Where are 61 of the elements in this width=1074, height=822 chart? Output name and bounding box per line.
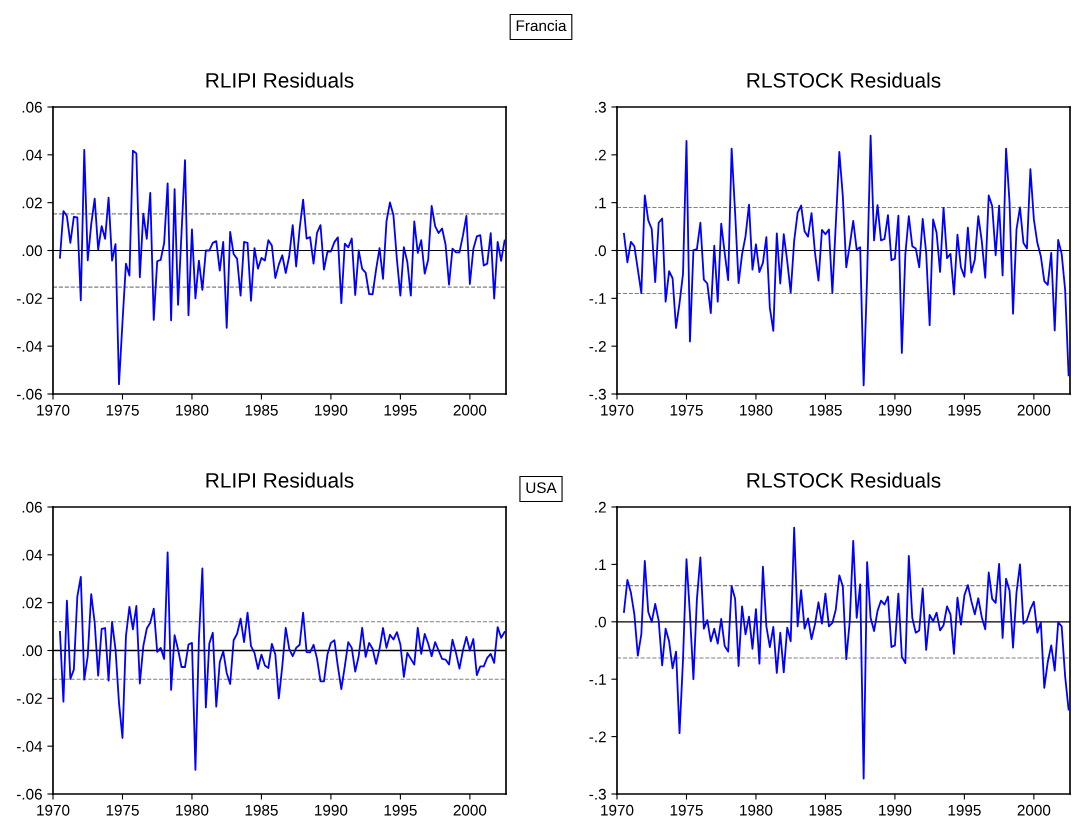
y-tick-label: .06 [22, 101, 42, 113]
x-tick-label: 1980 [176, 404, 209, 416]
y-tick-label: .1 [595, 197, 606, 209]
x-tick-label: 1990 [315, 404, 348, 416]
y-tick-label: -.06 [16, 788, 42, 800]
x-tick-label: 2000 [1017, 404, 1051, 416]
y-tick-label: -.3 [589, 788, 606, 800]
x-tick-label: 1985 [245, 404, 278, 416]
y-tick-label: .06 [22, 501, 42, 513]
chart-title: RLSTOCK Residuals [747, 472, 941, 488]
y-tick-label: .2 [595, 501, 606, 513]
x-tick-label: 1990 [879, 804, 912, 816]
x-tick-label: 1975 [670, 404, 703, 416]
x-tick-label: 1975 [670, 804, 703, 816]
y-tick-label: -.2 [589, 341, 606, 352]
x-tick-label: 1980 [740, 804, 773, 816]
x-tick-label: 1980 [740, 404, 773, 416]
y-tick-label: .02 [22, 597, 42, 609]
y-tick-label: -.02 [16, 693, 42, 705]
x-tick-label: 1990 [315, 804, 348, 816]
x-tick-label: 1995 [948, 804, 981, 816]
y-tick-label: -.06 [16, 388, 42, 400]
y-tick-label: -.1 [589, 674, 606, 685]
y-tick-label: .02 [22, 197, 42, 209]
y-tick-label: -.3 [589, 388, 606, 400]
x-tick-label: 1970 [37, 804, 70, 816]
chart-title: RLIPI Residuals [206, 72, 354, 88]
x-tick-label: 1985 [245, 804, 278, 816]
y-tick-label: .00 [22, 645, 42, 657]
x-tick-label: 2000 [453, 804, 487, 816]
y-tick-label: .0 [595, 616, 606, 628]
y-tick-label: .3 [595, 101, 606, 113]
x-tick-label: 1995 [384, 404, 417, 416]
y-tick-label: -.04 [16, 741, 43, 752]
y-tick-label: .1 [595, 559, 606, 570]
y-tick-label: -.2 [589, 731, 606, 743]
x-tick-label: 1995 [948, 404, 981, 416]
x-tick-label: 2000 [453, 404, 487, 416]
y-tick-label: .0 [595, 245, 606, 257]
chart-title: RLSTOCK Residuals [747, 72, 941, 88]
x-tick-label: 1975 [106, 804, 139, 816]
x-tick-label: 1970 [601, 804, 634, 816]
y-tick-label: -.04 [16, 341, 43, 352]
y-tick-label: .04 [22, 549, 43, 561]
y-tick-label: -.1 [589, 293, 606, 304]
x-tick-label: 1985 [809, 804, 842, 816]
x-tick-label: 1975 [106, 404, 139, 416]
y-tick-label: .04 [22, 149, 43, 161]
x-tick-label: 1995 [384, 804, 417, 816]
y-tick-label: -.02 [16, 293, 42, 305]
x-tick-label: 1970 [601, 404, 634, 416]
x-tick-label: 1980 [176, 804, 209, 816]
x-tick-label: 2000 [1017, 804, 1051, 816]
x-tick-label: 1970 [37, 404, 70, 416]
x-tick-label: 1985 [809, 404, 842, 416]
text: Francia [516, 19, 567, 32]
text: USA [526, 482, 557, 494]
x-tick-label: 1990 [879, 404, 912, 416]
chart-title: RLIPI Residuals [206, 472, 354, 488]
y-tick-label: .00 [22, 245, 42, 257]
y-tick-label: .2 [595, 149, 606, 161]
